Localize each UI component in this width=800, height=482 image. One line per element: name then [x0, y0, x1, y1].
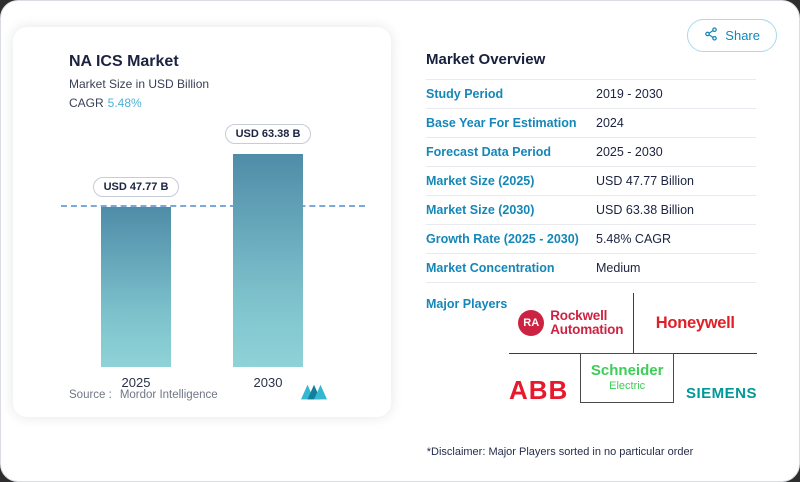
bar-group-2025: USD 47.77 B 2025	[92, 176, 180, 390]
table-row: Study Period 2019 - 2030	[426, 80, 756, 109]
major-players-label: Major Players	[426, 297, 508, 311]
row-label: Study Period	[426, 87, 504, 101]
rockwell-automation-logo: RA Rockwell Automation	[509, 293, 634, 353]
share-button[interactable]: Share	[687, 19, 777, 52]
schneider-line2: Electric	[609, 380, 646, 392]
source-text: Source : Mordor Intelligence	[69, 389, 218, 401]
rockwell-wordmark: Rockwell Automation	[550, 307, 624, 337]
overview-heading: Market Overview	[426, 51, 546, 68]
table-row: Market Concentration Medium	[426, 254, 756, 283]
table-row: Forecast Data Period 2025 - 2030	[426, 138, 756, 167]
players-row-top: RA Rockwell Automation Honeywell	[509, 293, 757, 354]
table-row: Base Year For Estimation 2024	[426, 109, 756, 138]
row-label: Forecast Data Period	[426, 145, 552, 159]
share-label: Share	[725, 28, 760, 43]
siemens-logo: SIEMENS	[685, 385, 757, 402]
abb-logo: ABB	[509, 375, 569, 405]
cagr-line: CAGR 5.48%	[69, 96, 391, 110]
rockwell-line1: Rockwell	[550, 307, 608, 323]
disclaimer-text: *Disclaimer: Major Players sorted in no …	[426, 446, 694, 458]
bar-chart: USD 47.77 B 2025 USD 63.38 B 2030	[61, 124, 365, 390]
honeywell-logo: Honeywell	[634, 293, 758, 353]
rockwell-line2: Automation	[550, 322, 624, 337]
chart-title: NA ICS Market	[69, 53, 179, 70]
row-label: Market Size (2025)	[426, 174, 535, 188]
row-value: 5.48% CAGR	[596, 232, 672, 246]
table-row: Market Size (2030) USD 63.38 Billion	[426, 196, 756, 225]
row-value: 2019 - 2030	[596, 87, 663, 101]
row-label: Market Concentration	[426, 261, 555, 275]
table-row: Market Size (2025) USD 47.77 Billion	[426, 167, 756, 196]
row-label: Base Year For Estimation	[426, 116, 577, 130]
overview-table: Study Period 2019 - 2030 Base Year For E…	[426, 79, 756, 283]
mordor-intelligence-logo	[301, 384, 327, 405]
rockwell-badge-icon: RA	[518, 310, 545, 336]
honeywell-wordmark: Honeywell	[655, 313, 735, 332]
chart-header: NA ICS Market Market Size in USD Billion…	[13, 27, 391, 110]
source-name: Mordor Intelligence	[119, 388, 218, 401]
row-value: 2024	[596, 116, 624, 130]
table-row: Growth Rate (2025 - 2030) 5.48% CAGR	[426, 225, 756, 254]
source-row: Source : Mordor Intelligence	[13, 384, 391, 405]
source-prefix: Source :	[69, 388, 112, 401]
schneider-line1: Schneider	[590, 362, 664, 379]
schneider-electric-logo: Schneider Electric	[579, 353, 675, 403]
players-row-bottom: ABB Schneider Electric SIEMENS	[509, 353, 757, 410]
cagr-value: 5.48%	[107, 96, 142, 110]
cagr-label: CAGR	[69, 96, 104, 110]
bar-value-label-2030: USD 63.38 B	[224, 124, 312, 145]
chart-card: NA ICS Market Market Size in USD Billion…	[13, 27, 391, 417]
x-tick-2030: 2030	[253, 375, 283, 390]
row-label: Growth Rate (2025 - 2030)	[426, 232, 579, 246]
x-tick-2025: 2025	[121, 375, 151, 390]
bar-2025	[101, 206, 171, 367]
bar-group-2030: USD 63.38 B 2030	[224, 124, 312, 390]
row-label: Market Size (2030)	[426, 203, 535, 217]
share-icon	[704, 27, 718, 44]
row-value: USD 47.77 Billion	[596, 174, 694, 188]
chart-subtitle: Market Size in USD Billion	[69, 77, 210, 91]
row-value: Medium	[596, 261, 641, 275]
reference-line	[61, 204, 365, 207]
row-value: 2025 - 2030	[596, 145, 663, 159]
row-value: USD 63.38 Billion	[596, 203, 694, 217]
major-players-logos: RA Rockwell Automation Honeywell ABB Sch…	[509, 293, 757, 410]
bar-2030	[233, 154, 303, 367]
bar-value-label-2025: USD 47.77 B	[92, 176, 180, 197]
